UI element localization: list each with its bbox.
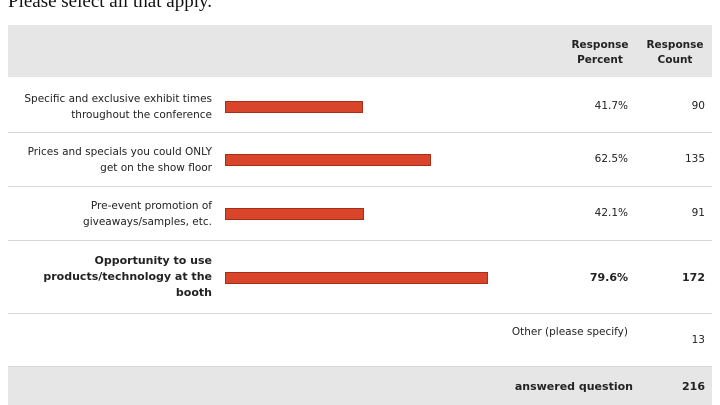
other-count: 13 [691,334,705,346]
answered-row [8,367,712,405]
row [8,187,712,241]
row-label: Specific and exclusive exhibit times thr… [24,92,212,121]
percent: 42.1% [594,207,628,219]
percent: 62.5% [594,153,628,165]
question-title: Please select all that apply. [8,0,212,12]
header-row [8,25,712,77]
header-count: Response Count [646,39,704,66]
bar [225,208,364,220]
row-label: Opportunity to use products/technology a… [43,253,212,299]
count: 172 [682,270,705,284]
answered-label: answered question [514,380,633,393]
count: 90 [691,99,705,112]
row-label: Prices and specials you could ONLY get o… [27,146,212,174]
bar [225,154,432,166]
count: 91 [691,207,705,219]
row [8,241,712,314]
percent: 79.6% [589,270,628,284]
answered-count: 216 [682,380,705,393]
other-label: Other (please specify) [511,326,628,338]
row [8,80,712,133]
count: 135 [684,153,705,165]
row [8,314,712,367]
bar [225,100,363,113]
row [8,133,712,187]
percent: 41.7% [594,99,628,112]
bar [225,271,488,284]
row-label: Pre-event promotion of giveaways/samples… [83,200,212,228]
header-percent: Response Percent [571,39,629,66]
